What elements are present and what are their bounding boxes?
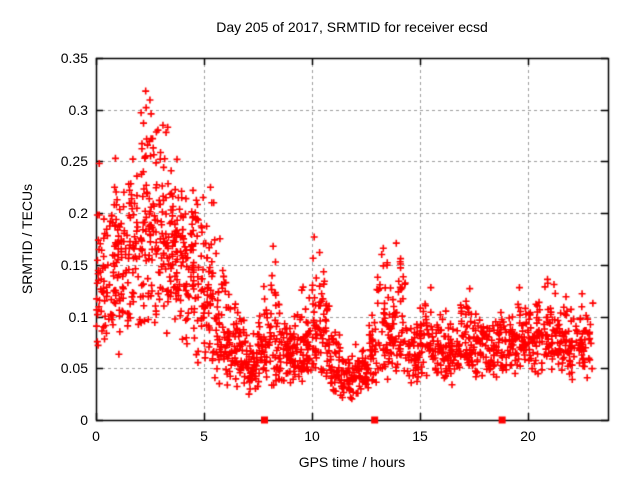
- y-tick-label: 0.25: [60, 153, 88, 169]
- x-tick-label: 0: [92, 428, 100, 444]
- y-tick-label: 0.15: [60, 257, 88, 273]
- x-tick-label: 10: [304, 428, 320, 444]
- y-tick-label: 0.2: [68, 205, 88, 221]
- y-tick-label: 0.35: [60, 50, 88, 66]
- x-tick-label: 15: [412, 428, 428, 444]
- chart-title: Day 205 of 2017, SRMTID for receiver ecs…: [216, 19, 488, 35]
- y-axis-label: SRMTID / TECUs: [19, 183, 35, 295]
- y-tick-label: 0.3: [68, 102, 88, 118]
- y-tick-label: 0: [80, 412, 88, 428]
- y-tick-label: 0.1: [68, 309, 88, 325]
- x-tick-label: 20: [520, 428, 536, 444]
- y-tick-label: 0.05: [60, 360, 88, 376]
- x-tick-label: 5: [200, 428, 208, 444]
- x-axis-label: GPS time / hours: [298, 454, 406, 470]
